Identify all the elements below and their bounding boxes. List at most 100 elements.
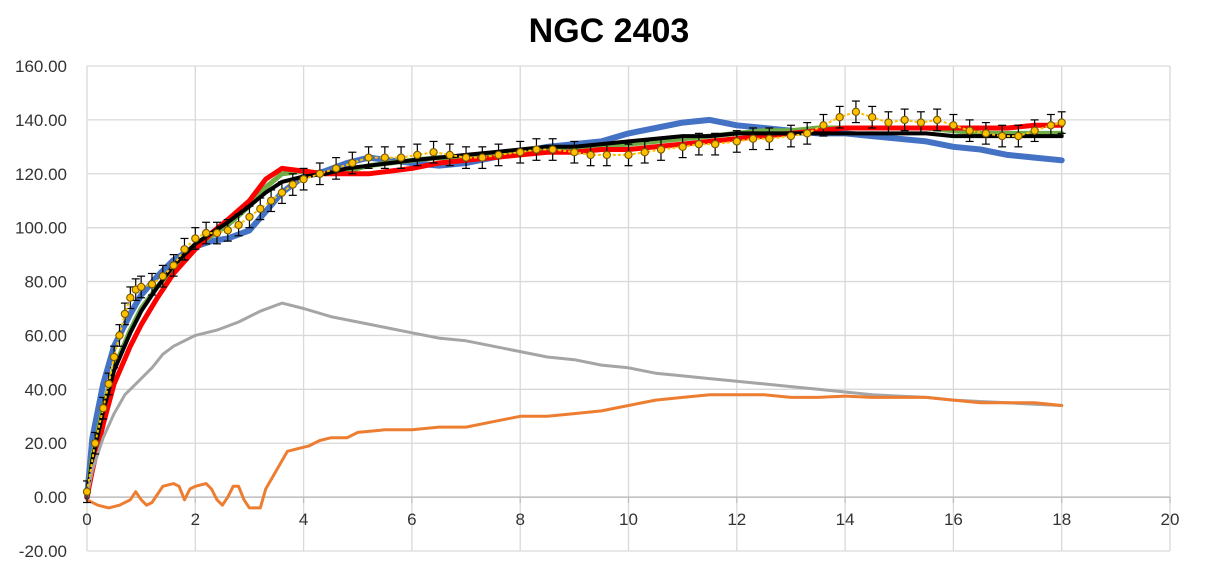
observed-point: [1046, 121, 1056, 130]
observed-point: [461, 153, 471, 162]
y-tick-label: -20.00: [19, 542, 67, 561]
x-tick-label: 8: [515, 510, 524, 529]
observed-point: [916, 118, 926, 127]
observed-point: [99, 404, 108, 413]
observed-point: [884, 118, 893, 127]
observed-point: [965, 126, 974, 135]
observed-point: [396, 153, 406, 162]
observed-point: [586, 150, 595, 160]
observed-point: [900, 115, 909, 125]
observed-point: [315, 169, 324, 178]
observed-point: [516, 148, 525, 157]
observed-point: [710, 139, 720, 149]
series-line-2: [84, 125, 1065, 500]
x-tick-label: 0: [82, 510, 91, 529]
observed-point: [786, 131, 796, 141]
observed-point: [158, 272, 167, 281]
observed-point: [602, 150, 611, 160]
y-tick-label: 80.00: [24, 273, 67, 292]
observed-point: [109, 352, 119, 362]
observed-point: [835, 113, 844, 122]
observed-point: [732, 137, 741, 146]
observed-point: [765, 134, 774, 143]
y-tick-label: 120.00: [15, 165, 67, 184]
x-tick-label: 14: [836, 510, 855, 529]
observed-point: [548, 145, 557, 154]
observed-point: [136, 282, 146, 292]
series-line-5: [85, 301, 1064, 499]
observed-point: [147, 280, 157, 289]
observed-point: [570, 148, 579, 157]
observed-line: [86, 110, 1062, 492]
y-tick-label: 20.00: [24, 434, 67, 453]
x-tick-label: 4: [299, 510, 308, 529]
y-tick-label: 160.00: [15, 57, 67, 76]
observed-point: [120, 309, 130, 319]
observed-point: [288, 180, 297, 189]
observed-point: [180, 245, 189, 254]
x-tick-label: 16: [944, 510, 963, 529]
observed-point: [380, 153, 389, 162]
observed-point: [191, 234, 200, 243]
x-tick-label: 20: [1161, 510, 1180, 529]
x-tick-label: 2: [191, 510, 200, 529]
observed-point: [656, 145, 666, 154]
observed-point: [364, 153, 373, 162]
series-line-1: [84, 116, 1065, 501]
observed-point: [478, 153, 487, 162]
observed-point: [1030, 126, 1039, 135]
x-tick-label: 18: [1052, 510, 1071, 529]
observed-point: [90, 439, 100, 448]
x-tick-label: 12: [727, 510, 746, 529]
grid: [86, 65, 1171, 552]
observed-point: [299, 175, 308, 184]
observed-point: [223, 226, 232, 235]
observed-point: [256, 204, 265, 213]
observed-point: [169, 261, 178, 270]
observed-point: [245, 212, 254, 222]
observed-point: [348, 158, 357, 168]
observed-point: [819, 121, 828, 130]
observed-point: [981, 129, 991, 138]
axes: 160.00140.00120.00100.0080.0060.0040.002…: [15, 57, 1179, 561]
y-tick-label: 140.00: [15, 111, 67, 130]
x-tick-label: 10: [619, 510, 638, 529]
observed-series: [82, 100, 1066, 504]
observed-point: [429, 148, 438, 157]
observed-point: [445, 150, 454, 160]
observed-point: [851, 107, 861, 116]
observed-point: [933, 115, 942, 125]
observed-point: [1014, 131, 1023, 141]
observed-point: [234, 220, 243, 230]
observed-point: [266, 196, 276, 205]
observed-point: [748, 134, 758, 143]
observed-point: [624, 150, 633, 160]
observed-point: [126, 293, 135, 302]
y-tick-label: 100.00: [15, 219, 67, 238]
observed-point: [949, 121, 958, 130]
chart-title: NGC 2403: [528, 12, 690, 50]
observed-point: [494, 150, 503, 160]
observed-point: [1057, 118, 1066, 127]
observed-point: [82, 487, 92, 496]
x-tick-label: 6: [407, 510, 416, 529]
series-group: [84, 116, 1065, 510]
y-tick-label: 0.00: [34, 488, 67, 507]
observed-point: [212, 228, 222, 238]
y-tick-label: 60.00: [24, 326, 67, 345]
observed-point: [104, 379, 113, 389]
series-line-6: [85, 393, 1064, 510]
y-tick-label: 40.00: [24, 380, 67, 399]
observed-point: [331, 164, 341, 173]
observed-point: [678, 142, 687, 151]
series-line-4: [85, 131, 1064, 500]
observed-point: [413, 150, 422, 160]
observed-point: [803, 129, 812, 138]
observed-point: [868, 113, 877, 122]
series-line-3: [84, 122, 1065, 500]
observed-point: [997, 131, 1007, 141]
observed-point: [115, 331, 124, 340]
observed-point: [694, 139, 704, 149]
